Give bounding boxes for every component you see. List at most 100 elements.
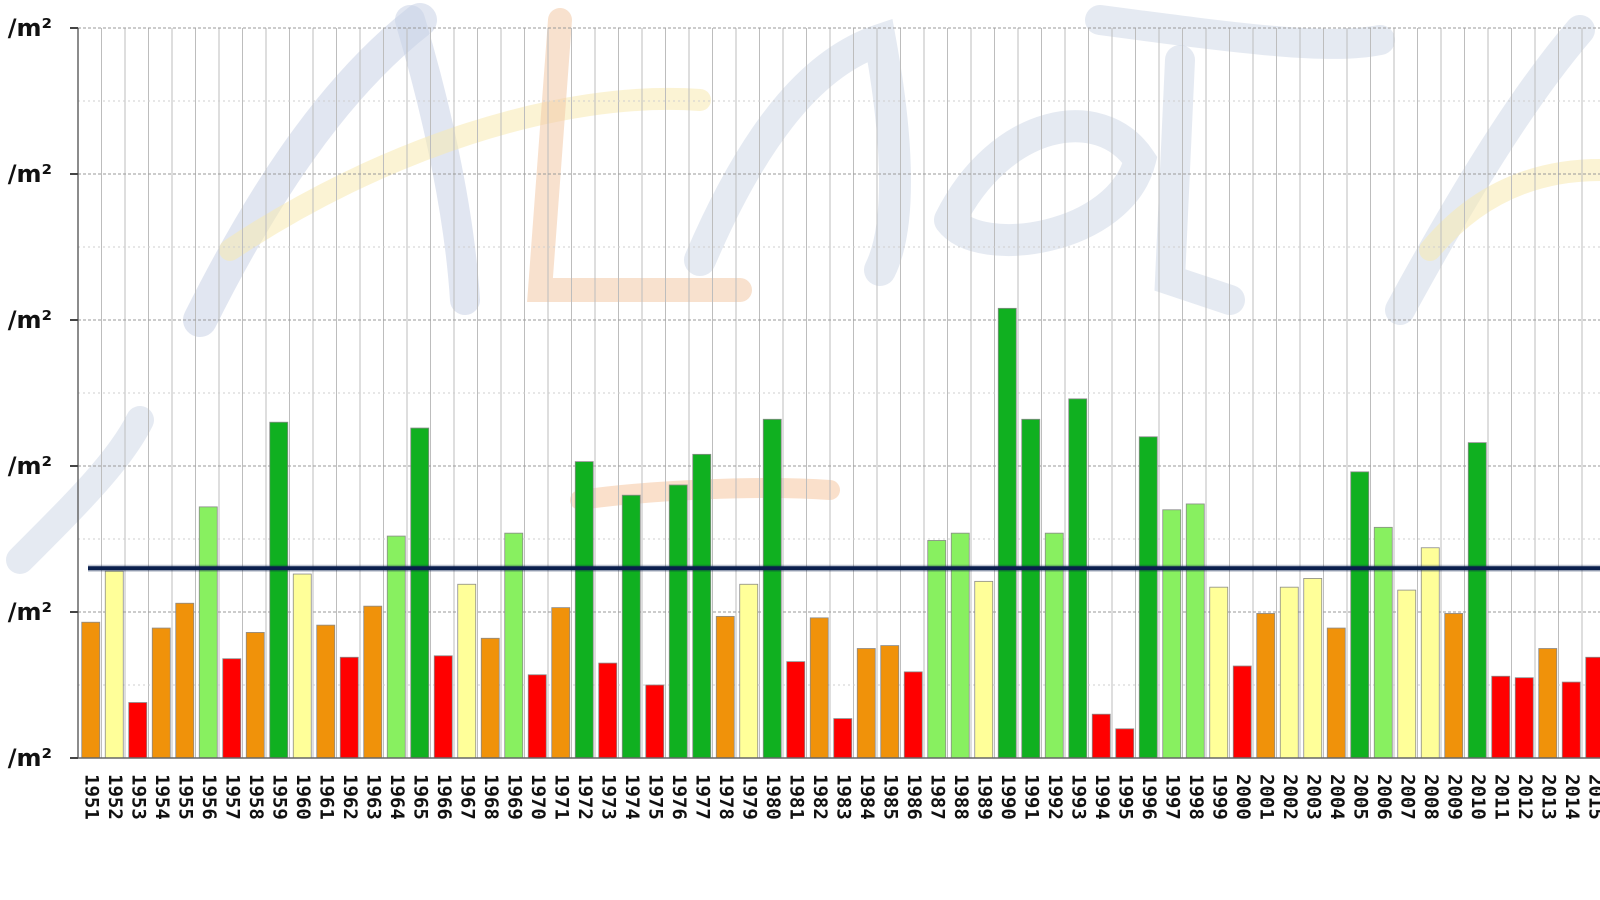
x-tick-label-1985: 1985: [879, 774, 901, 820]
bar-1968: [480, 637, 500, 759]
x-tick-label-1966: 1966: [433, 774, 455, 820]
watermark-stroke-9: [1385, 15, 1595, 325]
x-tick-label-2006: 2006: [1373, 774, 1395, 820]
bar-1987: [927, 540, 947, 759]
bar-2015: [1585, 656, 1600, 759]
bar-1984: [856, 648, 876, 759]
axes: [70, 27, 1600, 759]
bar-1997: [1162, 509, 1182, 759]
y-tick-labels: /m²/m²/m²/m²/m²/m²: [8, 14, 52, 772]
y-tick-label: /m²: [8, 598, 52, 626]
x-tick-label-1960: 1960: [292, 774, 314, 820]
bar-2012: [1514, 677, 1534, 759]
x-tick-label-2011: 2011: [1490, 774, 1512, 820]
bar-1952: [104, 570, 124, 759]
x-tick-label-1977: 1977: [691, 774, 713, 820]
x-tick-label-1963: 1963: [362, 774, 384, 820]
x-tick-label-1994: 1994: [1091, 774, 1113, 820]
x-tick-label-1973: 1973: [597, 774, 619, 820]
x-tick-label-2005: 2005: [1349, 774, 1371, 820]
bar-1962: [339, 656, 359, 759]
bar-1998: [1185, 503, 1205, 759]
x-tick-label-1957: 1957: [221, 774, 243, 820]
bar-2011: [1491, 675, 1511, 759]
x-tick-label-1991: 1991: [1020, 774, 1042, 820]
bar-1961: [316, 624, 336, 759]
bar-1994: [1091, 713, 1111, 759]
x-tick-label-1998: 1998: [1185, 774, 1207, 820]
bar-1986: [903, 671, 923, 759]
bar-1951: [81, 621, 101, 759]
x-tick-label-1993: 1993: [1067, 774, 1089, 820]
watermark-stroke-4: [527, 8, 752, 302]
x-tick-label-1955: 1955: [174, 774, 196, 820]
y-tick-label: /m²: [8, 160, 52, 188]
x-tick-label-1988: 1988: [950, 774, 972, 820]
bar-1953: [128, 702, 148, 759]
x-tick-label-1974: 1974: [621, 774, 643, 820]
bar-2010: [1467, 442, 1487, 759]
bar-1995: [1115, 728, 1135, 759]
bar-1959: [269, 421, 289, 759]
bar-1978: [715, 615, 735, 759]
watermark-stroke-5: [684, 18, 911, 286]
watermark-stroke-7: [1085, 5, 1395, 59]
x-tick-label-2000: 2000: [1232, 774, 1254, 820]
bar-1985: [880, 645, 900, 759]
x-tick-label-2013: 2013: [1537, 774, 1559, 820]
bar-1982: [809, 617, 829, 759]
bar-2003: [1303, 578, 1323, 759]
bar-2005: [1350, 471, 1370, 759]
watermark-stroke-1: [183, 3, 437, 337]
x-tick-label-1964: 1964: [386, 774, 408, 820]
x-tick-label-1965: 1965: [409, 774, 431, 820]
bar-1977: [692, 453, 712, 759]
bar-1972: [574, 461, 594, 759]
bar-2001: [1256, 613, 1276, 759]
y-tick-label: /m²: [8, 744, 52, 772]
bar-2004: [1326, 627, 1346, 759]
x-tick-label-1967: 1967: [456, 774, 478, 820]
y-tick-label: /m²: [8, 452, 52, 480]
x-tick-label-1969: 1969: [503, 774, 525, 820]
x-tick-label-2015: 2015: [1584, 774, 1600, 820]
x-tick-label-1979: 1979: [738, 774, 760, 820]
x-tick-label-1980: 1980: [762, 774, 784, 820]
bar-2002: [1279, 586, 1299, 759]
bar-1981: [786, 661, 806, 759]
bar-1955: [175, 602, 195, 759]
x-tick-label-1958: 1958: [245, 774, 267, 820]
bar-1960: [292, 573, 312, 759]
x-tick-label-1952: 1952: [104, 774, 126, 820]
y-tick-label: /m²: [8, 14, 52, 42]
x-tick-label-2014: 2014: [1561, 774, 1583, 820]
watermark-stroke-11: [6, 406, 154, 574]
bar-1975: [645, 684, 665, 759]
bar-2008: [1420, 547, 1440, 759]
bar-1996: [1138, 436, 1158, 759]
x-tick-label-2009: 2009: [1443, 774, 1465, 820]
bar-1966: [433, 655, 453, 759]
x-tick-label-1962: 1962: [339, 774, 361, 820]
x-tick-label-1997: 1997: [1161, 774, 1183, 820]
bar-2009: [1444, 613, 1464, 759]
bar-1993: [1068, 398, 1088, 759]
x-tick-label-1959: 1959: [268, 774, 290, 820]
watermark-stroke-10: [1419, 159, 1600, 261]
x-tick-label-1975: 1975: [644, 774, 666, 820]
x-tick-label-1978: 1978: [715, 774, 737, 820]
y-tick-label: /m²: [8, 306, 52, 334]
bar-2000: [1232, 665, 1252, 759]
x-tick-label-1982: 1982: [809, 774, 831, 820]
bar-1967: [457, 583, 477, 759]
x-tick-label-1953: 1953: [127, 774, 149, 820]
bar-2007: [1397, 589, 1417, 759]
bar-1979: [739, 583, 759, 759]
x-tick-label-1984: 1984: [856, 774, 878, 820]
watermark-stroke-8: [1154, 45, 1245, 315]
bar-1980: [762, 418, 782, 759]
bar-1989: [974, 580, 994, 759]
x-tick-label-1961: 1961: [315, 774, 337, 820]
bar-1965: [410, 427, 430, 759]
bar-1958: [245, 632, 265, 759]
